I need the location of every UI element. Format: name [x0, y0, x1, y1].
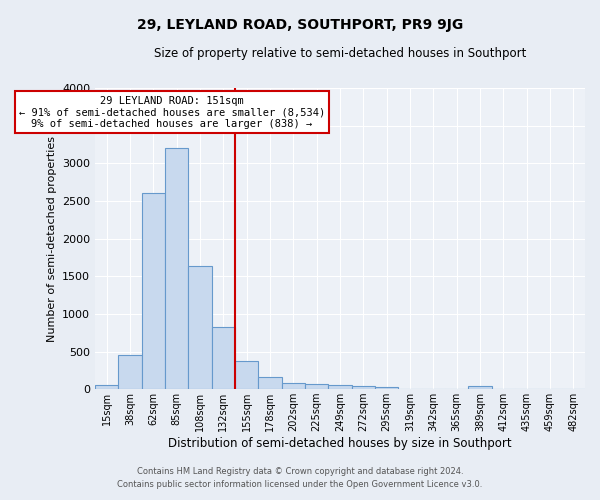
Title: Size of property relative to semi-detached houses in Southport: Size of property relative to semi-detach…	[154, 48, 526, 60]
Bar	[95, 386, 118, 389]
Bar	[118, 354, 142, 389]
Bar	[281, 383, 305, 389]
Bar	[142, 194, 165, 389]
X-axis label: Distribution of semi-detached houses by size in Southport: Distribution of semi-detached houses by …	[168, 437, 512, 450]
Bar	[328, 384, 352, 389]
Text: 29, LEYLAND ROAD, SOUTHPORT, PR9 9JG: 29, LEYLAND ROAD, SOUTHPORT, PR9 9JG	[137, 18, 463, 32]
Bar	[259, 378, 281, 389]
Bar	[212, 328, 235, 389]
Bar	[469, 386, 491, 389]
Y-axis label: Number of semi-detached properties: Number of semi-detached properties	[47, 136, 56, 342]
Text: Contains HM Land Registry data © Crown copyright and database right 2024.
Contai: Contains HM Land Registry data © Crown c…	[118, 468, 482, 489]
Bar	[305, 384, 328, 389]
Bar	[235, 360, 259, 389]
Bar	[375, 387, 398, 389]
Bar	[165, 148, 188, 389]
Bar	[352, 386, 375, 389]
Bar	[188, 266, 212, 389]
Text: 29 LEYLAND ROAD: 151sqm
← 91% of semi-detached houses are smaller (8,534)
9% of : 29 LEYLAND ROAD: 151sqm ← 91% of semi-de…	[19, 96, 325, 129]
